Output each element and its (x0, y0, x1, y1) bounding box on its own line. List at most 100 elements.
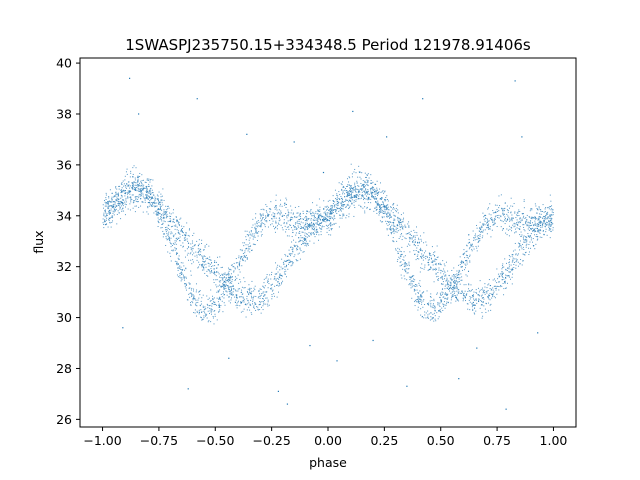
data-point (205, 266, 207, 268)
data-point (206, 274, 208, 276)
data-point (212, 298, 214, 300)
data-point (353, 189, 355, 191)
data-point (131, 187, 133, 189)
data-point (242, 310, 244, 312)
data-point (228, 273, 230, 275)
data-point (493, 291, 495, 293)
data-point (410, 287, 412, 289)
data-point (176, 252, 178, 254)
data-point (203, 315, 205, 317)
data-point (402, 235, 404, 237)
data-point (225, 286, 227, 288)
data-point (331, 213, 333, 215)
data-point (538, 218, 540, 220)
data-point (505, 277, 507, 279)
data-point (254, 236, 256, 238)
data-point (480, 228, 482, 230)
data-point (382, 212, 384, 214)
data-point (211, 272, 213, 274)
data-point (393, 219, 395, 221)
data-point (147, 207, 149, 209)
data-point (376, 180, 378, 182)
data-point (412, 242, 414, 244)
data-point (494, 204, 496, 206)
data-point (347, 194, 349, 196)
data-point (207, 298, 209, 300)
data-point (154, 200, 156, 202)
data-point (551, 205, 553, 207)
data-point (451, 291, 453, 293)
data-point (126, 193, 128, 195)
data-point (354, 186, 356, 188)
data-point (226, 291, 228, 293)
data-point (170, 231, 172, 233)
data-point (499, 275, 501, 277)
data-point (231, 285, 233, 287)
data-point (140, 198, 142, 200)
data-point (431, 317, 433, 319)
data-point (437, 272, 439, 274)
data-point (218, 311, 220, 313)
data-point (404, 268, 406, 270)
data-point (367, 184, 369, 186)
data-point (330, 209, 332, 211)
data-point (458, 271, 460, 273)
data-point (404, 278, 406, 280)
data-point (303, 237, 305, 239)
data-point (405, 270, 407, 272)
data-point (420, 249, 422, 251)
data-point (197, 301, 199, 303)
data-point (261, 224, 263, 226)
data-point (282, 261, 284, 263)
data-point (514, 211, 516, 213)
data-point (122, 189, 124, 191)
data-point (304, 237, 306, 239)
data-point (378, 203, 380, 205)
data-point (123, 190, 125, 192)
data-point (437, 302, 439, 304)
data-point (184, 283, 186, 285)
data-point (513, 226, 515, 228)
data-point (466, 256, 468, 258)
data-point (229, 289, 231, 291)
data-point (406, 245, 408, 247)
data-point (450, 292, 452, 294)
data-point (339, 198, 341, 200)
data-point (311, 224, 313, 226)
data-point (521, 264, 523, 266)
data-point (350, 192, 352, 194)
data-point (310, 233, 312, 235)
data-point (119, 207, 121, 209)
data-point (156, 214, 158, 216)
data-point (319, 224, 321, 226)
data-point (280, 212, 282, 214)
data-point (103, 199, 105, 201)
data-point (105, 194, 107, 196)
data-point (242, 296, 244, 298)
data-point (206, 257, 208, 259)
data-point (398, 248, 400, 250)
data-point (382, 202, 384, 204)
data-point (363, 185, 365, 187)
data-point (399, 222, 401, 224)
data-point (548, 220, 550, 222)
data-point (481, 304, 483, 306)
data-point (215, 304, 217, 306)
data-point (420, 308, 422, 310)
data-point (482, 224, 484, 226)
data-point (420, 294, 422, 296)
data-point (121, 203, 123, 205)
data-point (408, 265, 410, 267)
data-point (396, 260, 398, 262)
data-point (182, 246, 184, 248)
data-point (323, 220, 325, 222)
data-point (118, 185, 120, 187)
data-point (341, 184, 343, 186)
data-point (202, 249, 204, 251)
data-point (204, 260, 206, 262)
data-point (276, 273, 278, 275)
data-point (284, 273, 286, 275)
data-point (297, 223, 299, 225)
data-point (143, 187, 145, 189)
data-point (371, 182, 373, 184)
